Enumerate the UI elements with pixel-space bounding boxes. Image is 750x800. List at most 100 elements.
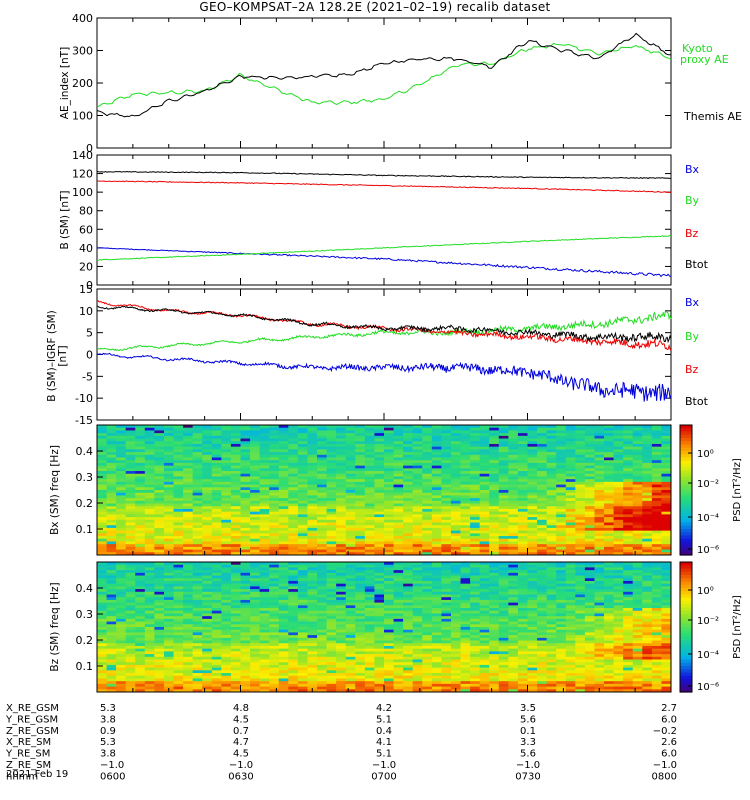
y-tick-label: 40 (79, 242, 93, 255)
panel-3: -15 -10 -5 0 5 10 15 (75, 283, 672, 427)
legend-by: By (685, 194, 700, 207)
colorbar-tick-label: 10⁻² (697, 616, 719, 627)
y-axis-label-unit: [nT] (57, 345, 69, 366)
y-tick-label: 140 (72, 149, 93, 162)
series-line-by (96, 235, 671, 261)
ephemeris-value: −1.0 (229, 760, 253, 771)
ephemeris-value: −1.0 (372, 760, 396, 771)
colorbar: 10⁰ 10⁻² 10⁻⁴ 10⁻⁶ PSD [nT²/Hz] (679, 424, 743, 556)
y-tick-label: 5 (86, 327, 93, 340)
ephemeris-value: 0.1 (520, 726, 536, 737)
ephemeris-table: X_RE_GSMY_RE_GSMZ_RE_GSMX_RE_SMY_RE_SMZ_… (5, 703, 677, 782)
series-line-themis-ae (96, 32, 672, 118)
ephemeris-value: 5.3 (100, 703, 116, 714)
ephemeris-value: 3.8 (100, 714, 116, 725)
ephemeris-date: 2021 Feb 19 (6, 769, 68, 780)
spectrogram-panel-4: 0.1 0.2 0.3 0.4 10⁰ 10⁻² 10⁻⁴ 10⁻⁶ PSD [nT²/Hz] B… (49, 424, 743, 556)
ephemeris-label: Y_RE_SM (5, 749, 50, 760)
y-tick-label: 0 (86, 142, 93, 155)
series-line-btot (96, 305, 672, 344)
legend-by: By (685, 330, 700, 343)
y-tick-label: -5 (82, 370, 93, 383)
y-axis-label: Bx (SM) freq [Hz] (49, 445, 61, 535)
ephemeris-value: −1.0 (516, 760, 540, 771)
legend-kyoto: Kyoto (682, 42, 713, 55)
ephemeris-value: 0800 (652, 771, 677, 782)
ephemeris-value: 0700 (371, 771, 396, 782)
y-tick-label: 100 (72, 186, 93, 199)
colorbar-tick-label: 10⁰ (697, 586, 714, 597)
y-tick-label: 300 (72, 45, 93, 58)
y-tick-label: 200 (72, 77, 93, 90)
series-line-bz (96, 180, 672, 194)
y-tick-label: 0 (86, 349, 93, 362)
y-axis-label: B (SM) [nT] (59, 190, 71, 249)
ephemeris-value: 5.3 (100, 737, 116, 748)
colorbar-label: PSD [nT²/Hz] (732, 458, 743, 522)
ephemeris-value: 5.1 (376, 749, 392, 760)
ephemeris-label: X_RE_SM (6, 737, 51, 748)
ephemeris-value: 2.6 (661, 737, 677, 748)
colorbar-tick-label: 10⁻⁴ (697, 650, 719, 661)
y-axis-label: B (SM)–IGRF (SM) (46, 310, 58, 402)
ephemeris-value: 0630 (228, 771, 253, 782)
colorbar-frame (679, 424, 693, 556)
ephemeris-label: X_RE_GSM (6, 703, 59, 714)
y-tick-label: 100 (72, 110, 93, 123)
ephemeris-value: 4.5 (233, 714, 249, 725)
ephemeris-value: 5.6 (520, 749, 536, 760)
panel-frame (96, 154, 672, 286)
y-axis-label: Bz (SM) freq [Hz] (49, 582, 61, 671)
panel-frame (96, 288, 672, 421)
series-line-by (96, 310, 672, 352)
y-tick-label: 80 (79, 205, 93, 218)
ephemeris-value: 5.1 (376, 714, 392, 725)
ephemeris-value: 0.4 (376, 726, 392, 737)
ephemeris-value: −0.2 (653, 726, 677, 737)
legend-bx: Bx (685, 163, 700, 176)
ephemeris-value: −1.0 (653, 760, 677, 771)
colorbar-tick-label: 10⁰ (697, 449, 714, 460)
legend-bx: Bx (685, 296, 700, 309)
ephemeris-value: 0.7 (233, 726, 249, 737)
y-tick-label: 60 (79, 223, 93, 236)
legend-proxy-ae: proxy AE (680, 53, 729, 66)
y-tick-label: 0 (86, 279, 93, 292)
legend-btot: Btot (685, 258, 709, 271)
series-line-kyoto-proxy-ae (96, 42, 672, 108)
y-tick-label: 120 (72, 168, 93, 181)
y-tick-label: 0.1 (76, 660, 94, 673)
spectrogram-cells (97, 425, 672, 556)
series-line-bx (96, 352, 672, 402)
y-tick-label: 0.1 (76, 523, 94, 536)
y-tick-label: 15 (79, 283, 93, 296)
ephemeris-value: 2.7 (661, 703, 677, 714)
ephemeris-value: 6.0 (661, 749, 677, 760)
spectrogram-cells (97, 562, 672, 693)
ephemeris-label: hhmm (6, 771, 38, 782)
colorbar-tick-label: 10⁻² (697, 479, 719, 490)
legend-bz: Bz (685, 227, 699, 240)
spectrogram-panel-5: 0.1 0.2 0.3 0.4 10⁰ 10⁻² 10⁻⁴ 10⁻⁶ PSD [nT²/Hz] B… (49, 561, 743, 693)
ephemeris-value: 3.8 (100, 749, 116, 760)
colorbar-frame (679, 561, 693, 693)
y-tick-label: -10 (75, 392, 93, 405)
y-tick-label: 0.3 (76, 608, 94, 621)
legend-bz: Bz (685, 363, 699, 376)
ephemeris-value: 0600 (100, 771, 125, 782)
y-tick-label: -15 (75, 414, 93, 427)
colorbar: 10⁰ 10⁻² 10⁻⁴ 10⁻⁶ PSD [nT²/Hz] (679, 561, 743, 693)
ephemeris-value: 3.5 (520, 703, 536, 714)
y-tick-label: 0.4 (76, 445, 94, 458)
series-line-btot (96, 170, 671, 180)
legend-btot: Btot (685, 395, 709, 408)
panel-1: 0 100 200 300 400 (72, 12, 672, 155)
ephemeris-value: 0.9 (100, 726, 116, 737)
y-tick-label: 0.2 (76, 497, 94, 510)
colorbar-tick-label: 10⁻⁴ (697, 513, 719, 524)
panel-2: 0 20 40 60 80 100 120 140 (72, 149, 672, 292)
series-line-bx (97, 247, 672, 278)
figure-title: GEO–KOMPSAT–2A 128.2E (2021–02–19) recal… (199, 0, 551, 14)
y-tick-label: 0.4 (76, 582, 94, 595)
colorbar-tick-label: 10⁻⁶ (697, 682, 719, 693)
